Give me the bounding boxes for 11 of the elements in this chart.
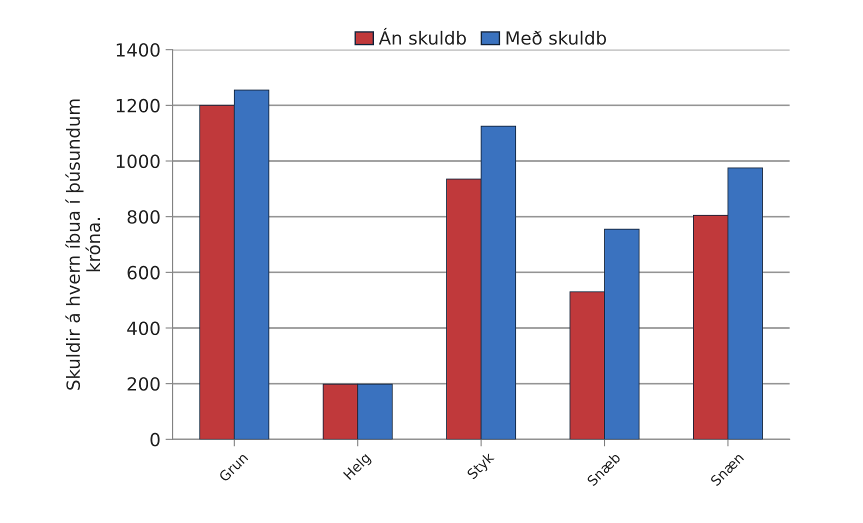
y-tick-label: 800 [128, 210, 160, 224]
y-axis-title: Skuldir á hvern íbua í þúsundum króna. [65, 100, 100, 390]
y-tick-label: 400 [127, 321, 160, 336]
y-tick-label: 1400 [116, 43, 160, 57]
y-tick-label: 0 [150, 432, 160, 446]
y-tick-label: 1200 [116, 98, 160, 112]
y-tick-label: 1000 [116, 154, 160, 168]
y-tick-label: 600 [128, 266, 160, 280]
y-tick-label: 200 [128, 377, 160, 391]
legend-label: Með skuldb [506, 30, 606, 45]
legend-label: Án skuldb [378, 28, 466, 45]
